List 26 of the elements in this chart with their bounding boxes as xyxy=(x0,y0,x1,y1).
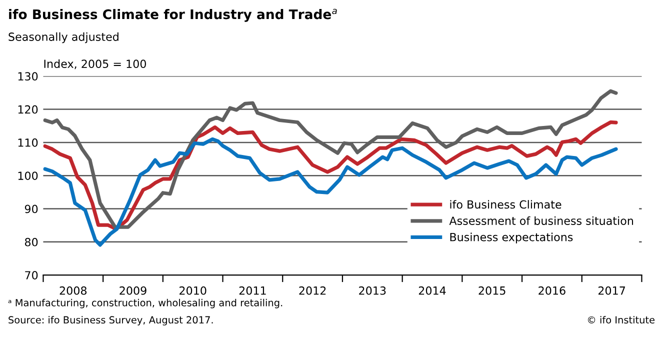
x-tick-label: 2014 xyxy=(418,286,446,295)
y-tick-label: 120 xyxy=(18,105,38,114)
source-note: Source: ifo Business Survey, August 2017. xyxy=(8,316,213,326)
y-tick-label: 100 xyxy=(18,172,38,180)
y-tick-label: 70 xyxy=(25,271,38,280)
x-tick-label: 2013 xyxy=(359,286,386,295)
legend-label: Assessment of business situation xyxy=(449,216,634,225)
x-tick-label: 2009 xyxy=(120,286,146,295)
x-tick-label: 2010 xyxy=(180,286,206,295)
x-tick-label: 2008 xyxy=(60,286,87,295)
chart-subtitle: Seasonally adjusted xyxy=(8,32,118,44)
chart-title: ifo Business Climate for Industry and Trade$^{a}$ xyxy=(9,8,337,22)
x-tick-label: 2012 xyxy=(299,286,326,295)
x-tick-label: 2016 xyxy=(538,286,566,295)
y-axis-title: Index, 2005 = 100 xyxy=(44,59,146,70)
legend-label: Business expectations xyxy=(450,232,573,244)
y-tick-label: 80 xyxy=(24,238,38,246)
text: ᵃ Manufacturing, construction, wholesaling and retailing. xyxy=(8,298,282,308)
text: © ifo Institute xyxy=(588,316,655,324)
x-tick-label: 2015 xyxy=(478,286,506,295)
y-tick-label: 130 xyxy=(18,72,38,81)
x-tick-label: 2011 xyxy=(239,286,266,295)
y-tick-label: 110 xyxy=(18,138,38,147)
legend-label: ifo Business Climate xyxy=(450,200,562,209)
y-tick-label: 90 xyxy=(24,204,38,214)
x-tick-label: 2017 xyxy=(598,286,625,295)
